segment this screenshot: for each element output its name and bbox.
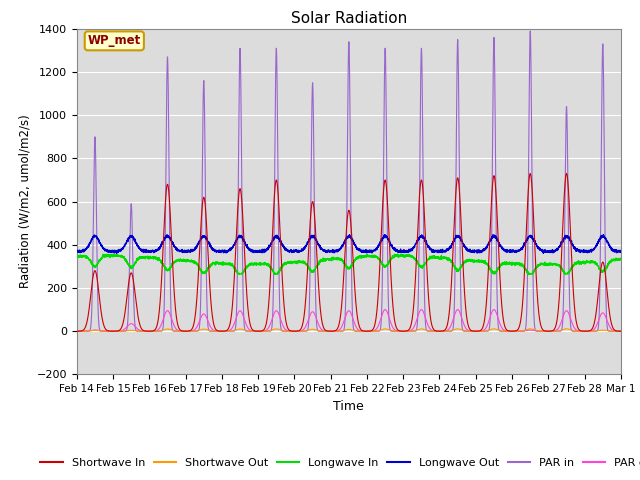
- X-axis label: Time: Time: [333, 400, 364, 413]
- Text: WP_met: WP_met: [88, 35, 141, 48]
- Y-axis label: Radiation (W/m2, umol/m2/s): Radiation (W/m2, umol/m2/s): [18, 115, 31, 288]
- Legend: Shortwave In, Shortwave Out, Longwave In, Longwave Out, PAR in, PAR out: Shortwave In, Shortwave Out, Longwave In…: [36, 454, 640, 472]
- Title: Solar Radiation: Solar Radiation: [291, 11, 407, 26]
